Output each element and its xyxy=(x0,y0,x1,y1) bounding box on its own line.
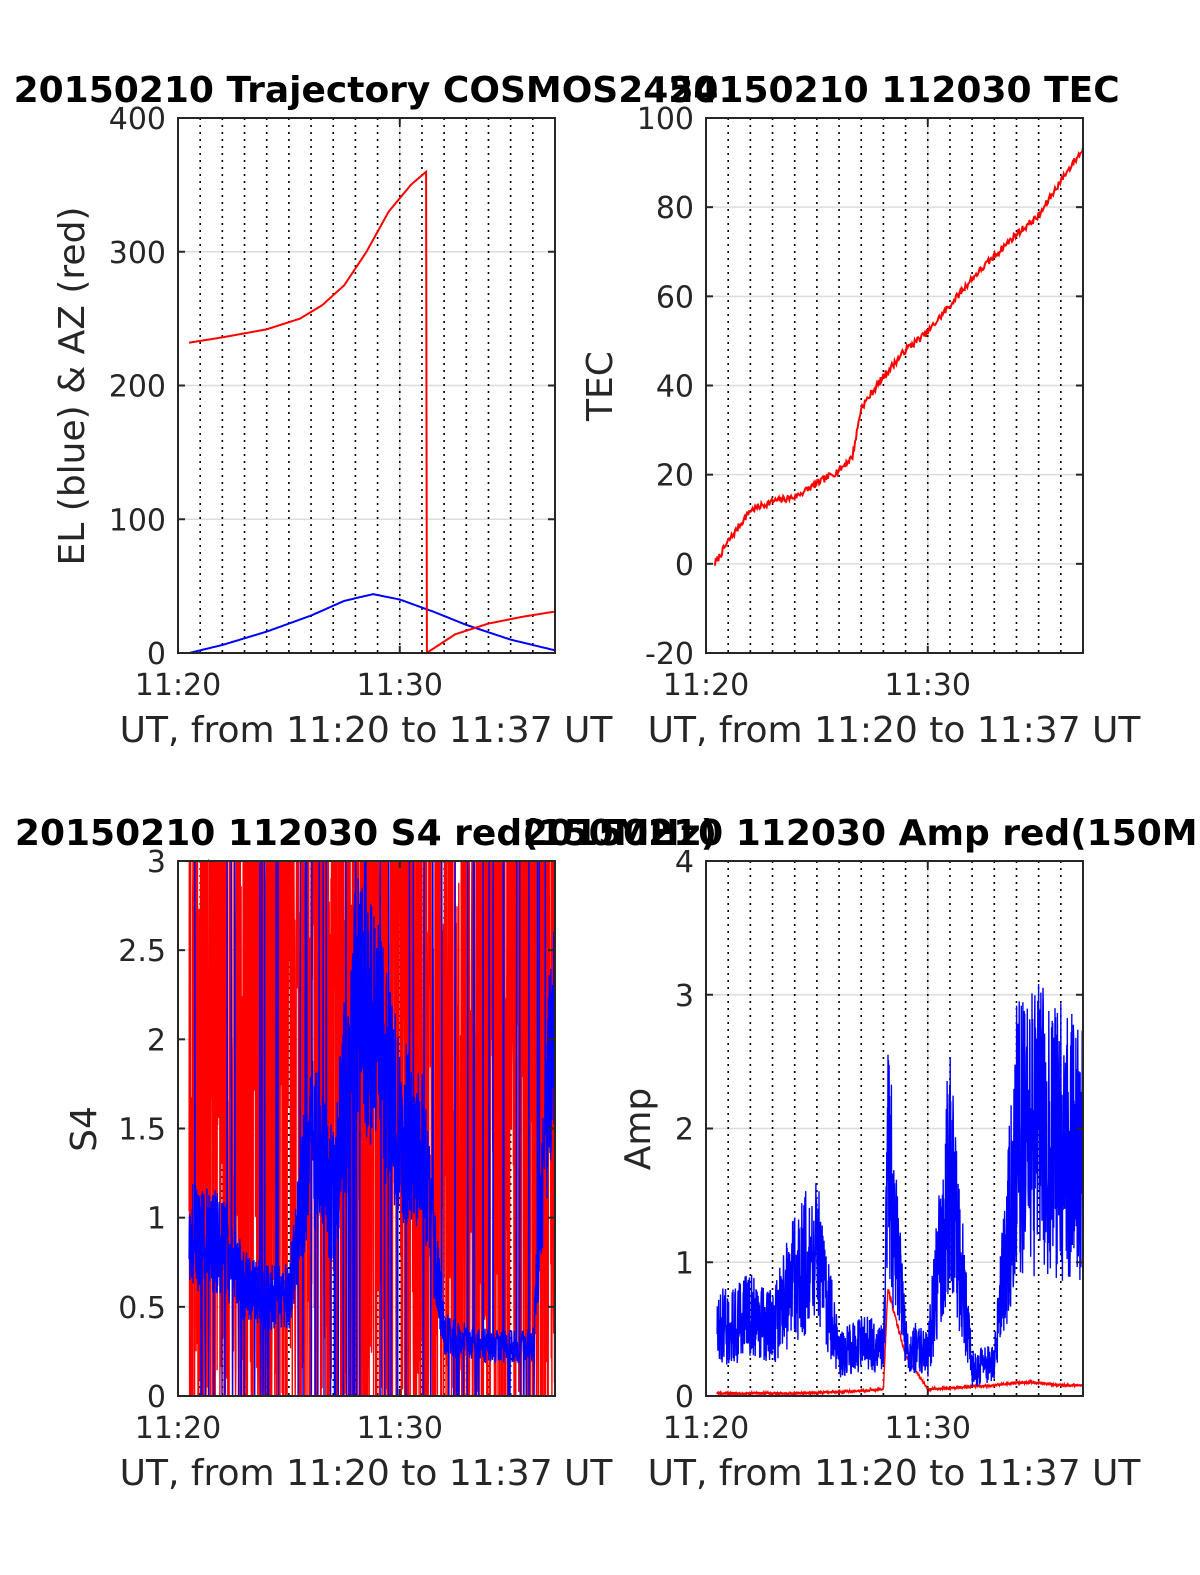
trajectory-series-blue xyxy=(188,593,556,654)
tec-y-tick-label: 20 xyxy=(656,459,694,494)
amp-y-tick-label: 3 xyxy=(675,979,694,1014)
trajectory-x-label: UT, from 11:20 to 11:37 UT xyxy=(120,710,614,751)
trajectory-title: 20150210 Trajectory COSMOS2454 xyxy=(14,70,719,111)
s4-title: 20150210 112030 S4 red(150MHz) xyxy=(15,813,717,854)
amp-y-tick-label: 4 xyxy=(675,845,694,880)
amp-y-label: Amp xyxy=(618,1088,659,1171)
trajectory-series-red xyxy=(188,169,556,655)
amp-y-tick-label: 1 xyxy=(675,1246,694,1281)
tec-x-tick-label: 11:20 xyxy=(663,668,749,703)
tec-y-tick-label: 40 xyxy=(656,370,694,405)
trajectory-y-label: EL (blue) & AZ (red) xyxy=(52,207,93,566)
tec-y-tick-label: 0 xyxy=(675,548,694,583)
s4-x-tick-label: 11:30 xyxy=(357,1411,443,1446)
trajectory-y-tick-label: 200 xyxy=(109,370,166,405)
s4-panel: 0 0.5 1 1.5 2 2.5 3 11:20 11:30 20150210 112030 … xyxy=(15,813,717,1494)
tec-y-tick-label: 100 xyxy=(637,102,694,137)
tec-y-tick-label: 60 xyxy=(656,280,694,315)
tec-title: 20150210 112030 TEC xyxy=(668,70,1119,111)
amp-y-tick-label: 0 xyxy=(675,1380,694,1415)
amp-y-tick-label: 2 xyxy=(675,1113,694,1148)
s4-series-blue xyxy=(188,860,556,1397)
s4-y-tick-label: 0.5 xyxy=(118,1291,166,1326)
tec-y-tick-label: -20 xyxy=(645,637,694,672)
s4-x-label: UT, from 11:20 to 11:37 UT xyxy=(120,1453,614,1494)
amp-x-tick-label: 11:30 xyxy=(885,1411,971,1446)
trajectory-y-tick-label: 400 xyxy=(109,102,166,137)
tec-series-red xyxy=(713,147,1084,566)
s4-y-tick-label: 2.5 xyxy=(118,934,166,969)
trajectory-x-tick-label: 11:20 xyxy=(135,668,221,703)
tec-y-label: TEC xyxy=(580,351,621,422)
s4-x-tick-label: 11:20 xyxy=(135,1411,221,1446)
s4-y-tick-label: 0 xyxy=(147,1380,166,1415)
tec-x-tick-label: 11:30 xyxy=(885,668,971,703)
amp-panel: 0 1 2 3 4 11:20 11:30 20150210 112030 Amp red(… xyxy=(523,813,1200,1494)
trajectory-y-tick-label: 0 xyxy=(147,637,166,672)
trajectory-y-tick-label: 100 xyxy=(109,503,166,538)
tec-y-tick-label: 80 xyxy=(656,191,694,226)
amp-x-label: UT, from 11:20 to 11:37 UT xyxy=(648,1453,1142,1494)
s4-y-tick-label: 3 xyxy=(147,845,166,880)
s4-y-tick-label: 1 xyxy=(147,1202,166,1237)
tec-x-label: UT, from 11:20 to 11:37 UT xyxy=(648,710,1142,751)
trajectory-y-tick-label: 300 xyxy=(109,236,166,271)
s4-y-label: S4 xyxy=(64,1106,105,1152)
tec-panel: -20 0 20 40 60 80 100 11:20 11:30 20150210 11203… xyxy=(580,70,1141,751)
s4-series-red xyxy=(188,858,556,1397)
amp-title: 20150210 112030 Amp red(150MHz) xyxy=(523,813,1200,854)
s4-y-tick-label: 1.5 xyxy=(118,1113,166,1148)
amp-series-red xyxy=(716,1289,1084,1397)
trajectory-x-tick-label: 11:30 xyxy=(357,668,443,703)
s4-y-tick-label: 2 xyxy=(147,1023,166,1058)
amp-x-tick-label: 11:20 xyxy=(663,1411,749,1446)
amp-series-blue xyxy=(716,983,1084,1386)
